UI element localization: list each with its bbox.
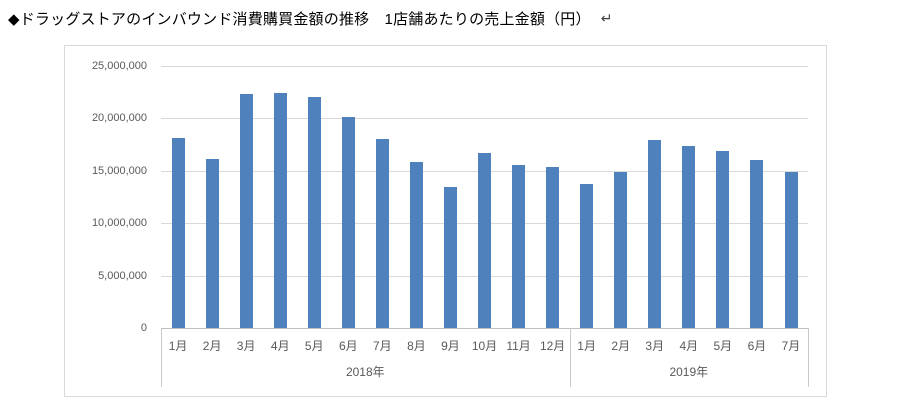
bar <box>171 138 185 328</box>
chart-caption-row: ◆ドラッグストアのインバウンド消費購買金額の推移 1店舗あたりの売上金額（円） … <box>8 7 612 29</box>
x-axis-month-label: 4月 <box>270 339 290 353</box>
x-axis-month-label: 8月 <box>407 339 426 353</box>
x-axis-month-label: 12月 <box>539 339 566 353</box>
x-axis-month-label: 2月 <box>202 339 222 353</box>
x-axis-month-label: 9月 <box>441 339 460 353</box>
bar <box>239 94 253 328</box>
x-axis-month-label: 6月 <box>339 339 358 353</box>
axis-group-separator <box>161 328 162 387</box>
chart-caption: ◆ドラッグストアのインバウンド消費購買金額の推移 1店舗あたりの売上金額（円） <box>8 10 591 28</box>
y-axis-tick-label: 10,000,000 <box>91 217 147 229</box>
y-axis-tick-label: 15,000,000 <box>91 165 147 177</box>
bar <box>614 172 628 328</box>
bar <box>750 160 764 328</box>
x-axis-line <box>161 328 808 329</box>
bar <box>273 93 287 328</box>
paragraph-mark-icon: ↵ <box>600 9 613 26</box>
bar <box>409 162 423 328</box>
x-axis-month-label: 11月 <box>506 339 531 353</box>
bar <box>546 167 560 328</box>
bar <box>341 117 355 328</box>
x-axis-month-label: 1月 <box>168 339 188 353</box>
bar <box>307 97 321 328</box>
y-axis-tick-label: 20,000,000 <box>91 112 147 124</box>
x-axis-month-label: 2月 <box>611 339 631 353</box>
x-axis-month-label: 7月 <box>781 339 801 353</box>
y-gridline <box>161 66 808 67</box>
bar <box>716 151 730 328</box>
x-axis-month-label: 5月 <box>713 339 733 353</box>
x-axis-year-label: 2018年 <box>345 365 385 379</box>
bar <box>682 146 696 328</box>
axis-group-separator <box>570 328 571 387</box>
y-axis-tick-label: 25,000,000 <box>91 60 147 72</box>
x-axis-month-label: 4月 <box>679 339 699 353</box>
bar <box>443 187 457 328</box>
x-axis-month-label: 3月 <box>645 339 665 353</box>
bar <box>512 165 526 328</box>
x-axis-month-label: 10月 <box>471 339 498 353</box>
bar <box>375 139 389 328</box>
axis-group-separator <box>808 328 809 387</box>
x-axis-month-label: 1月 <box>577 339 596 353</box>
x-axis-year-label: 2019年 <box>669 365 709 379</box>
y-axis-tick-label: 0 <box>140 322 147 334</box>
x-axis-month-label: 7月 <box>373 339 392 353</box>
bar <box>478 153 491 328</box>
bar <box>205 159 219 328</box>
y-gridline <box>161 118 808 119</box>
x-axis-month-label: 6月 <box>747 339 767 353</box>
bar <box>648 140 662 328</box>
bar <box>580 184 594 328</box>
y-axis-tick-label: 5,000,000 <box>98 270 147 282</box>
x-axis-month-label: 3月 <box>236 339 256 353</box>
x-axis-month-label: 5月 <box>304 339 324 353</box>
bar <box>784 172 798 328</box>
chart-frame[interactable]: 0 5,000,000 10,000,000 15,000,000 20,000,000… <box>64 45 827 397</box>
